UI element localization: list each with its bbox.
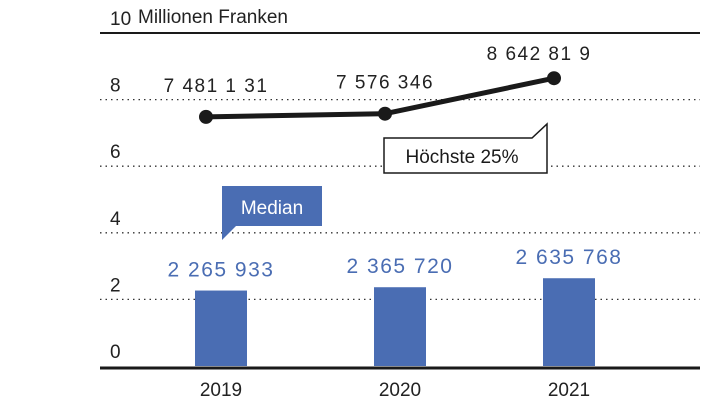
line-value-labels: 7 481 1 31 7 576 346 8 642 81 9 xyxy=(164,44,592,97)
top-quartile-callout-box xyxy=(383,122,548,174)
line-value-label: 8 642 81 9 xyxy=(487,44,592,65)
y-axis-unit-label: Millionen Franken xyxy=(138,7,288,28)
line-point xyxy=(199,109,213,124)
line-value-label: 7 576 346 xyxy=(336,73,434,94)
y-tick-label: 2 xyxy=(110,275,121,296)
top-quartile-callout: Höchste 25% xyxy=(383,122,548,174)
median-callout: Median xyxy=(222,186,322,240)
bar-value-label: 2 265 933 xyxy=(168,259,275,282)
bar-value-labels: 2 265 933 2 365 720 2 635 768 xyxy=(168,246,623,282)
y-tick-label: 4 xyxy=(110,209,121,230)
line-value-label: 7 481 1 31 xyxy=(164,76,269,97)
y-tick-label: 10 xyxy=(110,9,131,30)
bar-series-median xyxy=(195,278,595,366)
y-tick-label: 6 xyxy=(110,142,121,163)
line-point xyxy=(378,106,392,121)
top-quartile-callout-label: Höchste 25% xyxy=(405,147,518,168)
median-callout-label: Median xyxy=(241,198,303,219)
bar xyxy=(374,287,426,366)
y-tick-label: 0 xyxy=(110,342,121,363)
x-category-label: 2019 xyxy=(200,380,242,401)
x-category-label: 2020 xyxy=(379,380,421,401)
x-axis-categories: 2019 2020 2021 xyxy=(200,380,590,401)
line-point xyxy=(547,71,561,86)
line-series-top-quartile xyxy=(199,71,561,124)
bar xyxy=(195,290,247,366)
bar-value-label: 2 635 768 xyxy=(516,246,623,269)
y-tick-label: 8 xyxy=(110,76,121,97)
x-category-label: 2021 xyxy=(548,380,590,401)
median-callout-box xyxy=(222,186,322,240)
bar xyxy=(543,278,595,366)
y-axis-ticks: 0 2 4 6 8 10 xyxy=(110,9,131,363)
bar-value-label: 2 365 720 xyxy=(347,255,454,278)
